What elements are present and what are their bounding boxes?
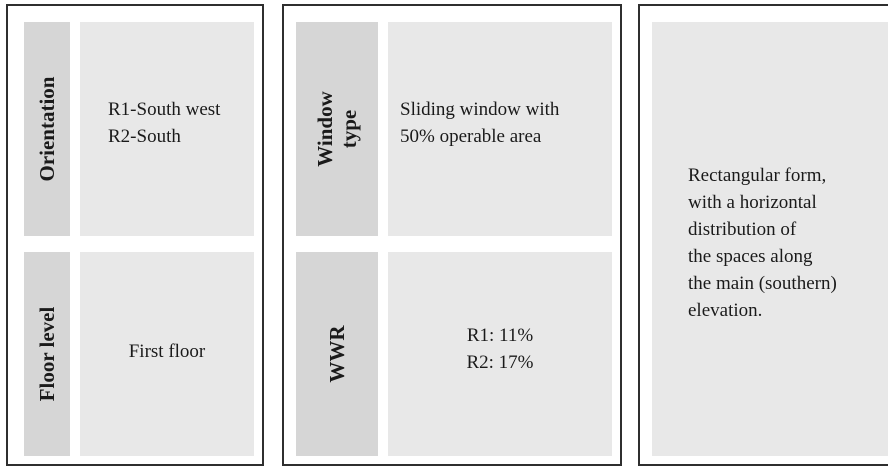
floor-level-label-cell: Floor level <box>24 252 70 456</box>
wwr-label: WWR <box>325 325 349 383</box>
panel-orientation-floor: Orientation R1-South west R2-South Floor… <box>6 4 264 466</box>
window-type-value-cell: Sliding window with 50% operable area <box>388 22 612 236</box>
panel-form-description: Rectangular form, with a horizontal dist… <box>638 4 888 466</box>
window-type-value: Sliding window with 50% operable area <box>400 99 560 147</box>
panel-window-wwr: Window type Sliding window with 50% oper… <box>282 4 622 466</box>
orientation-value: R1-South west R2-South <box>108 99 221 147</box>
window-type-label-cell: Window type <box>296 22 378 236</box>
form-description-cell: Rectangular form, with a horizontal dist… <box>652 22 888 456</box>
floor-level-value: First floor <box>128 341 206 362</box>
wwr-value: R1: 11% R2: 17% <box>466 325 534 373</box>
orientation-label-cell: Orientation <box>24 22 70 236</box>
window-type-label: Window type <box>313 91 361 167</box>
wwr-label-cell: WWR <box>296 252 378 456</box>
wwr-value-cell: R1: 11% R2: 17% <box>388 252 612 456</box>
form-description: Rectangular form, with a horizontal dist… <box>688 165 837 321</box>
floor-level-value-cell: First floor <box>80 252 254 456</box>
orientation-value-cell: R1-South west R2-South <box>80 22 254 236</box>
floor-level-label: Floor level <box>35 306 59 402</box>
orientation-label: Orientation <box>35 76 59 182</box>
